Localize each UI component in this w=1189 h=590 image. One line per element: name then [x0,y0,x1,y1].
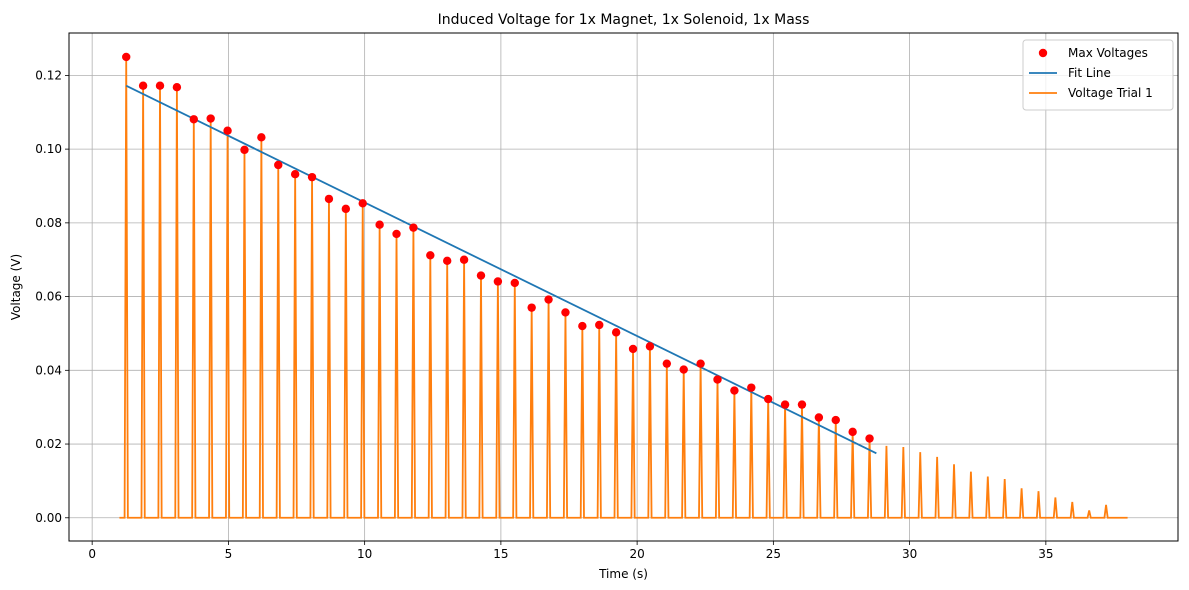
axes-frame [68,32,1179,542]
x-tick-label: 15 [493,547,508,561]
y-tick-label: 0.10 [35,142,62,156]
legend: Max Voltages Fit Line Voltage Trial 1 [1022,39,1174,111]
max-voltage-point [763,394,773,404]
grid [69,33,1178,541]
max-voltage-point [780,400,790,409]
max-voltage-point [544,295,553,304]
max-voltage-point [138,81,148,90]
legend-label: Voltage Trial 1 [1068,86,1153,100]
y-tick-label: 0.06 [35,290,62,304]
max-voltage-point [628,344,638,354]
x-tick-label: 10 [357,547,372,561]
max-voltage-point [155,81,165,90]
max-voltage-point [493,277,503,286]
x-tick-label: 0 [88,547,96,561]
x-tick-label: 30 [902,547,917,561]
max-voltage-point [307,172,317,182]
chart-title: Induced Voltage for 1x Magnet, 1x Soleno… [438,12,810,28]
max-voltage-point [459,255,469,264]
legend-marker-max-voltages [1038,48,1048,58]
max-voltage-point [662,359,672,368]
x-tick-label: 25 [766,547,781,561]
max-voltage-point [122,52,131,62]
max-voltage-point [527,303,536,312]
max-voltage-point [426,251,435,260]
axis-ticks: 0 5 10 15 20 25 30 35 0.00 0.02 0.04 0.06 0.08 0.10 0.… [35,68,1053,561]
max-voltage-point [257,133,266,142]
max-voltage-point [645,342,655,351]
legend-box [1022,39,1174,111]
max-voltage-point [189,115,198,124]
max-voltage-point [814,413,824,422]
plot-area [119,52,1128,519]
max-voltage-point [595,320,604,330]
max-voltage-point [409,223,418,232]
y-tick-label: 0.12 [35,68,62,82]
y-tick-label: 0.08 [35,216,62,230]
max-voltage-point [848,427,857,437]
max-voltage-point [797,400,807,409]
x-tick-label: 5 [225,547,233,561]
max-voltage-point [443,256,452,266]
max-voltage-point [510,278,519,288]
max-voltage-point [358,199,367,208]
x-tick-label: 35 [1038,547,1053,561]
fit-line [125,84,877,455]
max-voltage-point [730,386,739,395]
max-voltage-point [324,194,334,204]
y-tick-label: 0.04 [35,363,62,377]
legend-label: Max Voltages [1068,46,1148,60]
max-voltage-point [831,415,840,425]
max-voltage-point [274,160,283,170]
max-voltage-point [611,328,621,337]
x-tick-label: 20 [629,547,644,561]
voltage-trial-1-line [119,56,1128,519]
max-voltage-point [172,82,182,92]
max-voltage-point [375,220,384,229]
max-voltage-point [476,271,486,280]
legend-label: Fit Line [1068,66,1111,80]
max-voltage-point [713,375,722,384]
max-voltage-point [341,204,351,214]
x-axis-label: Time (s) [598,567,648,581]
max-voltage-point [290,169,300,179]
max-voltage-point [392,229,401,239]
y-tick-label: 0.02 [35,437,62,451]
y-tick-label: 0.00 [35,511,62,525]
max-voltage-point [561,308,570,317]
max-voltage-point [240,145,249,155]
max-voltage-point [206,114,215,123]
max-voltage-point [747,383,756,392]
y-axis-label: Voltage (V) [9,254,23,320]
max-voltage-point [223,126,232,135]
max-voltage-point [696,359,705,368]
max-voltage-point [578,321,587,331]
max-voltage-point [865,434,874,443]
max-voltage-point [679,365,688,374]
